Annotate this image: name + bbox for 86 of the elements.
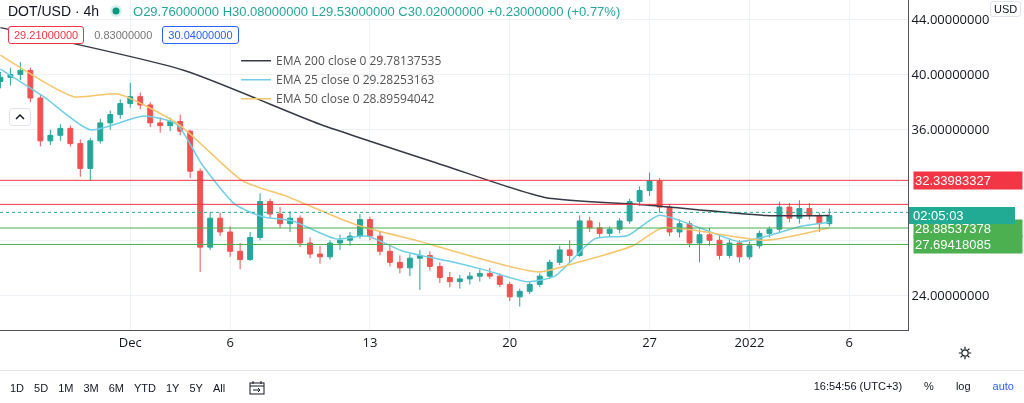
- candlestick: [646, 172, 653, 197]
- candlestick: [436, 261, 443, 284]
- candlestick: [227, 225, 234, 258]
- candlestick: [556, 245, 563, 266]
- candlestick: [526, 281, 533, 295]
- text: 1Y: [165, 381, 180, 394]
- candlestick: [37, 93, 44, 147]
- x-tick-label: 27: [642, 332, 658, 351]
- ref-line-label: 28.88537378: [915, 221, 991, 236]
- candlestick: [726, 238, 733, 259]
- candlestick: [746, 241, 753, 261]
- candlestick: [57, 123, 64, 142]
- candlestick: [406, 253, 413, 277]
- candlestick: [47, 129, 54, 146]
- candlestick: [446, 271, 453, 288]
- line-series: [0, 26, 831, 217]
- legend-label: EMA 50 close 0 28.89594042: [276, 90, 435, 108]
- candlestick: [516, 288, 523, 308]
- candlestick: [606, 225, 613, 237]
- x-tick-label: 13: [362, 332, 378, 351]
- candlestick: [716, 234, 723, 261]
- candlestick: [197, 167, 204, 273]
- candlestick: [706, 227, 713, 247]
- annotation: 30.04000000: [162, 26, 239, 44]
- candlestick: [696, 228, 703, 263]
- candlestick: [237, 242, 244, 270]
- ref-line-label: 27.69418085: [915, 237, 991, 252]
- x-tick-label: 2022: [734, 332, 765, 351]
- text: log: [955, 380, 971, 392]
- candlestick: [496, 272, 503, 288]
- candlestick: [736, 239, 743, 263]
- y-tick-label: 36.00000000: [911, 120, 990, 139]
- annotation: 0.83000000: [94, 29, 153, 41]
- ref-line-label: 32.33983327: [915, 173, 991, 188]
- x-tick-label: 20: [502, 332, 518, 351]
- y-tick-label: 44.00000000: [911, 9, 990, 28]
- candlestick: [396, 254, 403, 274]
- text: USD: [990, 1, 1022, 17]
- candlestick: [97, 118, 104, 145]
- candlestick: [307, 236, 313, 259]
- y-tick-label: 40.00000000: [911, 65, 990, 84]
- candlestick: [566, 239, 573, 263]
- candlestick: [766, 225, 773, 238]
- chart-title: DOT/USD · 4h: [8, 3, 100, 19]
- x-tick-label: 6: [845, 332, 854, 351]
- text: %: [924, 380, 934, 392]
- text: 02:05:03: [909, 207, 1015, 224]
- candlestick: [636, 185, 643, 207]
- candlestick: [67, 125, 74, 147]
- x-tick-label: Dec: [118, 332, 142, 351]
- candlestick: [506, 281, 513, 302]
- candlestick: [17, 61, 24, 81]
- text: 1M: [58, 381, 74, 394]
- candlestick: [656, 177, 663, 214]
- candlestick: [386, 245, 393, 267]
- candlestick: [476, 268, 483, 283]
- candlestick: [546, 259, 553, 280]
- candlestick: [77, 138, 84, 178]
- y-tick-label: 24.00000000: [911, 286, 990, 305]
- text: 6M: [108, 381, 124, 394]
- candlestick: [107, 109, 114, 131]
- candlestick: [466, 271, 473, 285]
- candlestick: [87, 137, 94, 182]
- candlestick: [456, 274, 463, 290]
- text: 5D: [34, 381, 49, 394]
- text: YTD: [133, 381, 156, 394]
- candlestick: [337, 234, 343, 251]
- candlestick: [327, 239, 333, 261]
- text: 16:54:56 (UTC+3): [813, 380, 903, 392]
- legend-label: EMA 200 close 0 29.78137535: [276, 52, 442, 70]
- candlestick: [317, 245, 323, 265]
- legend-label: EMA 25 close 0 29.28253163: [276, 71, 435, 89]
- candlestick: [157, 116, 164, 134]
- candlestick: [117, 98, 124, 120]
- text: 3M: [83, 381, 99, 394]
- text: 1D: [10, 381, 25, 394]
- text: All: [212, 381, 226, 394]
- candlestick: [486, 267, 493, 280]
- annotation: O29.76000000 H30.08000000 L29.53000000 C30.02000000 +0.23000000 (+0.77%): [133, 3, 621, 19]
- candlestick: [247, 231, 254, 262]
- x-tick-label: 6: [226, 332, 234, 351]
- candlestick: [416, 249, 423, 291]
- annotation: 29.21000000: [8, 26, 85, 44]
- candlestick: [786, 202, 793, 223]
- text: 5Y: [189, 381, 203, 394]
- text: auto: [992, 380, 1014, 392]
